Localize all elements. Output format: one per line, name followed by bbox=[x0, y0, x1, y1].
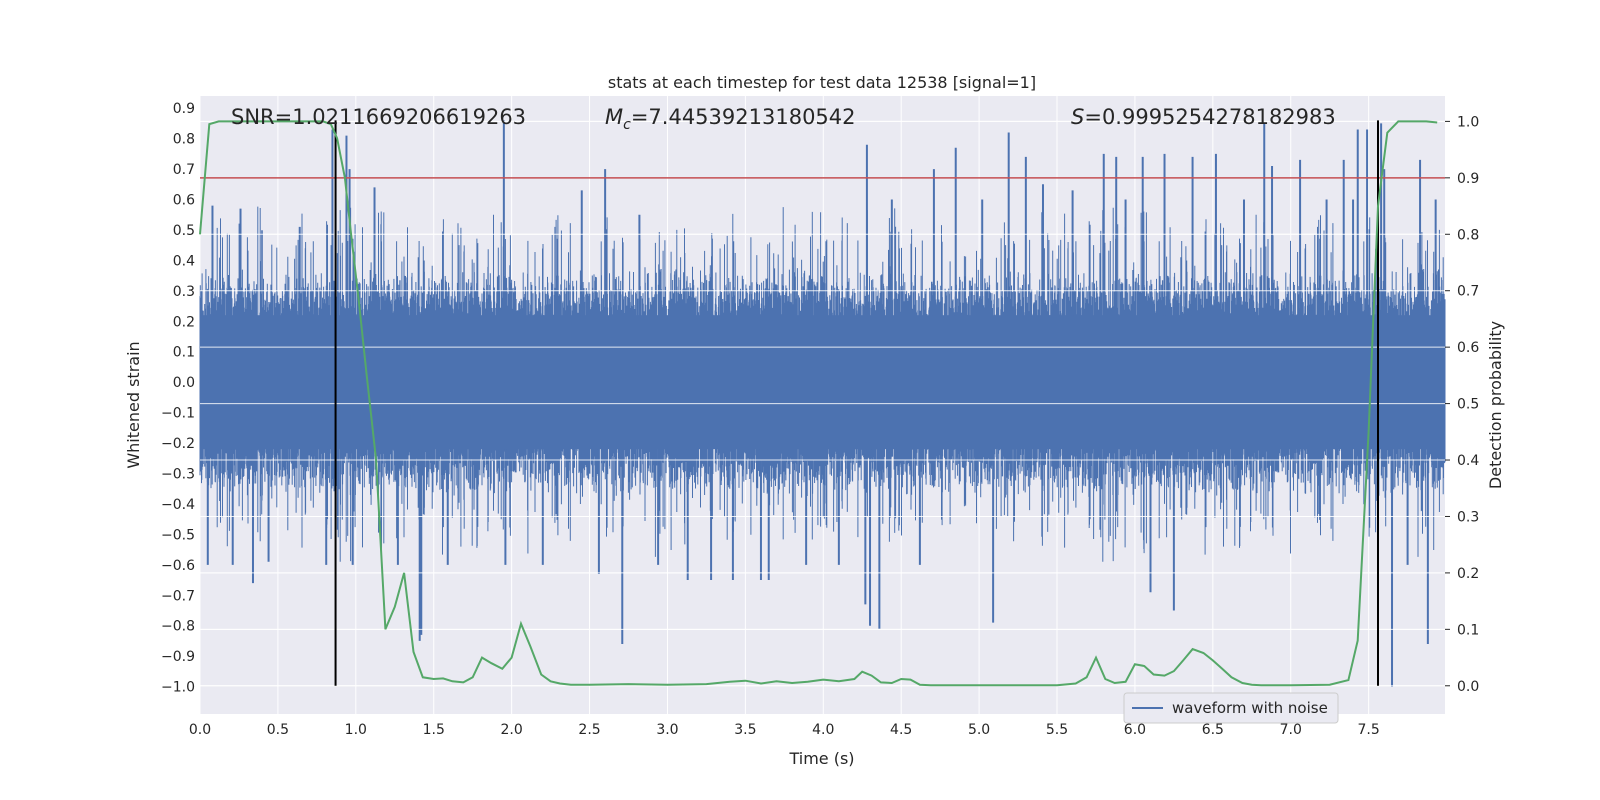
waveform-series bbox=[199, 120, 1446, 687]
y-tick-label: 0.8 bbox=[173, 132, 195, 148]
chirp-mass-annotation: Mc=7.44539213180542 bbox=[605, 105, 856, 133]
chirp-mass-symbol: M bbox=[605, 105, 623, 129]
x-tick-label: 1.5 bbox=[423, 722, 445, 738]
y-tick-label: −0.6 bbox=[161, 558, 195, 574]
probability-line bbox=[199, 120, 1438, 687]
legend-label: waveform with noise bbox=[1172, 699, 1328, 717]
x-tick-label: 2.5 bbox=[578, 722, 600, 738]
y-tick-label: −0.5 bbox=[161, 527, 195, 543]
y-tick-label: −0.3 bbox=[161, 466, 195, 482]
y-tick-label: 0.4 bbox=[173, 253, 195, 269]
y-tick-label: −0.1 bbox=[161, 406, 195, 422]
x-tick-label: 2.0 bbox=[501, 722, 523, 738]
x-tick-label: 5.5 bbox=[1046, 722, 1068, 738]
y-right-tick-label: 0.5 bbox=[1457, 397, 1479, 413]
y-axis-label: Whitened strain bbox=[124, 341, 143, 468]
legend: waveform with noise bbox=[1123, 692, 1339, 724]
x-tick-label: 7.5 bbox=[1358, 722, 1380, 738]
y-tick-label: −0.4 bbox=[161, 497, 195, 513]
y-tick-label: 0.1 bbox=[173, 345, 195, 361]
s-value: =0.9995254278182983 bbox=[1084, 105, 1335, 129]
snr-annotation: SNR=1.0211669206619263 bbox=[231, 105, 526, 129]
y-tick-label: 0.2 bbox=[173, 314, 195, 330]
chirp-mass-subscript: c bbox=[623, 117, 631, 133]
chirp-mass-value: =7.44539213180542 bbox=[631, 105, 856, 129]
y-tick-label: −0.8 bbox=[161, 619, 195, 635]
y-right-tick-label: 0.6 bbox=[1457, 340, 1479, 356]
y-right-tick-label: 0.0 bbox=[1457, 679, 1479, 695]
y-right-tick-label: 0.8 bbox=[1457, 227, 1479, 243]
y-tick-label: −0.7 bbox=[161, 588, 195, 604]
waveform-core bbox=[200, 315, 1445, 450]
x-tick-label: 7.0 bbox=[1280, 722, 1302, 738]
y-right-tick-label: 0.1 bbox=[1457, 622, 1479, 638]
y-tick-label: −1.0 bbox=[161, 680, 195, 696]
s-symbol: S bbox=[1071, 105, 1084, 129]
x-tick-label: 4.5 bbox=[890, 722, 912, 738]
tick-labels: 0.0 0.5 1.0 1.5 2.0 2.5 3.0 3.5 4.0 4.5 5.0 5.5 6.0 6… bbox=[161, 101, 1479, 738]
y-right-tick-label: 0.9 bbox=[1457, 171, 1479, 187]
y-right-tick-label: 0.4 bbox=[1457, 453, 1479, 469]
y-tick-label: 0.7 bbox=[173, 162, 195, 178]
y-tick-label: 0.6 bbox=[173, 193, 195, 209]
y-tick-label: 0.9 bbox=[173, 101, 195, 117]
y-tick-label: 0.3 bbox=[173, 284, 195, 300]
probability-series bbox=[199, 120, 1445, 687]
x-tick-label: 0.0 bbox=[189, 722, 211, 738]
x-tick-label: 5.0 bbox=[968, 722, 990, 738]
y-right-tick-label: 0.7 bbox=[1457, 284, 1479, 300]
x-axis-label: Time (s) bbox=[788, 749, 854, 768]
y-right-tick-label: 0.2 bbox=[1457, 566, 1479, 582]
legend-box bbox=[1123, 692, 1339, 724]
y-tick-label: −0.2 bbox=[161, 436, 195, 452]
x-tick-label: 3.5 bbox=[734, 722, 756, 738]
y-tick-label: −0.9 bbox=[161, 649, 195, 665]
x-tick-label: 3.0 bbox=[656, 722, 678, 738]
x-tick-label: 6.0 bbox=[1124, 722, 1146, 738]
y-tick-label: 0.5 bbox=[173, 223, 195, 239]
y-right-tick-label: 0.3 bbox=[1457, 509, 1479, 525]
x-tick-label: 6.5 bbox=[1202, 722, 1224, 738]
y-right-tick-label: 1.0 bbox=[1457, 114, 1479, 130]
s-annotation: S=0.9995254278182983 bbox=[1071, 105, 1336, 129]
y-tick-label: 0.0 bbox=[173, 375, 195, 391]
y-axis-right-label: Detection probability bbox=[1486, 321, 1505, 489]
x-tick-label: 0.5 bbox=[267, 722, 289, 738]
x-tick-label: 4.0 bbox=[812, 722, 834, 738]
chart-title: stats at each timestep for test data 125… bbox=[608, 73, 1036, 92]
x-tick-label: 1.0 bbox=[345, 722, 367, 738]
